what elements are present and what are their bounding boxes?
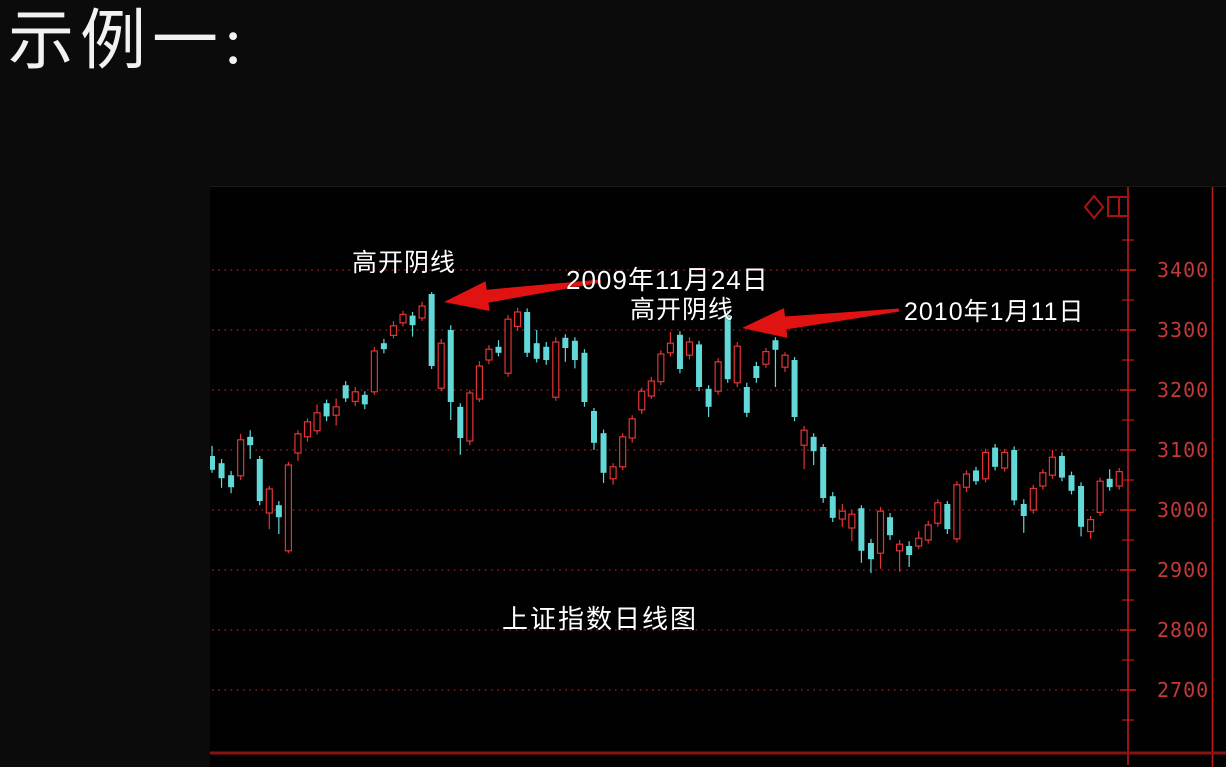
chart-panel: 2700 2800 2900 3000 3100 3200 3300 3400 高开阴线 20… [210,186,1226,767]
annotation-date-2009-11-24: 2009年11月24日 [566,265,769,295]
chart-note: 上证指数日线图 [502,604,699,634]
annotation-gap-open-bearish-1: 高开阴线 [352,249,457,277]
svg-text:2800: 2800 [1157,618,1209,642]
svg-text:2700: 2700 [1157,678,1209,702]
page-title: 示例一: [8,5,249,78]
annotation-gap-open-bearish-2: 高开阴线 [630,296,735,324]
candlestick-chart: 2700 2800 2900 3000 3100 3200 3300 3400 [210,187,1226,767]
svg-text:2900: 2900 [1157,558,1209,582]
annotation-arrow [742,308,900,338]
annotation-arrow [444,279,602,311]
svg-text:3300: 3300 [1157,318,1209,342]
svg-text:3200: 3200 [1157,378,1209,402]
svg-text:3000: 3000 [1157,498,1209,522]
diamond-icon[interactable] [1082,193,1106,221]
svg-text:3400: 3400 [1157,258,1209,282]
svg-text:3100: 3100 [1157,438,1209,462]
restore-window-icon[interactable] [1106,195,1130,219]
annotation-date-2010-01-11: 2010年1月11日 [904,298,1085,326]
